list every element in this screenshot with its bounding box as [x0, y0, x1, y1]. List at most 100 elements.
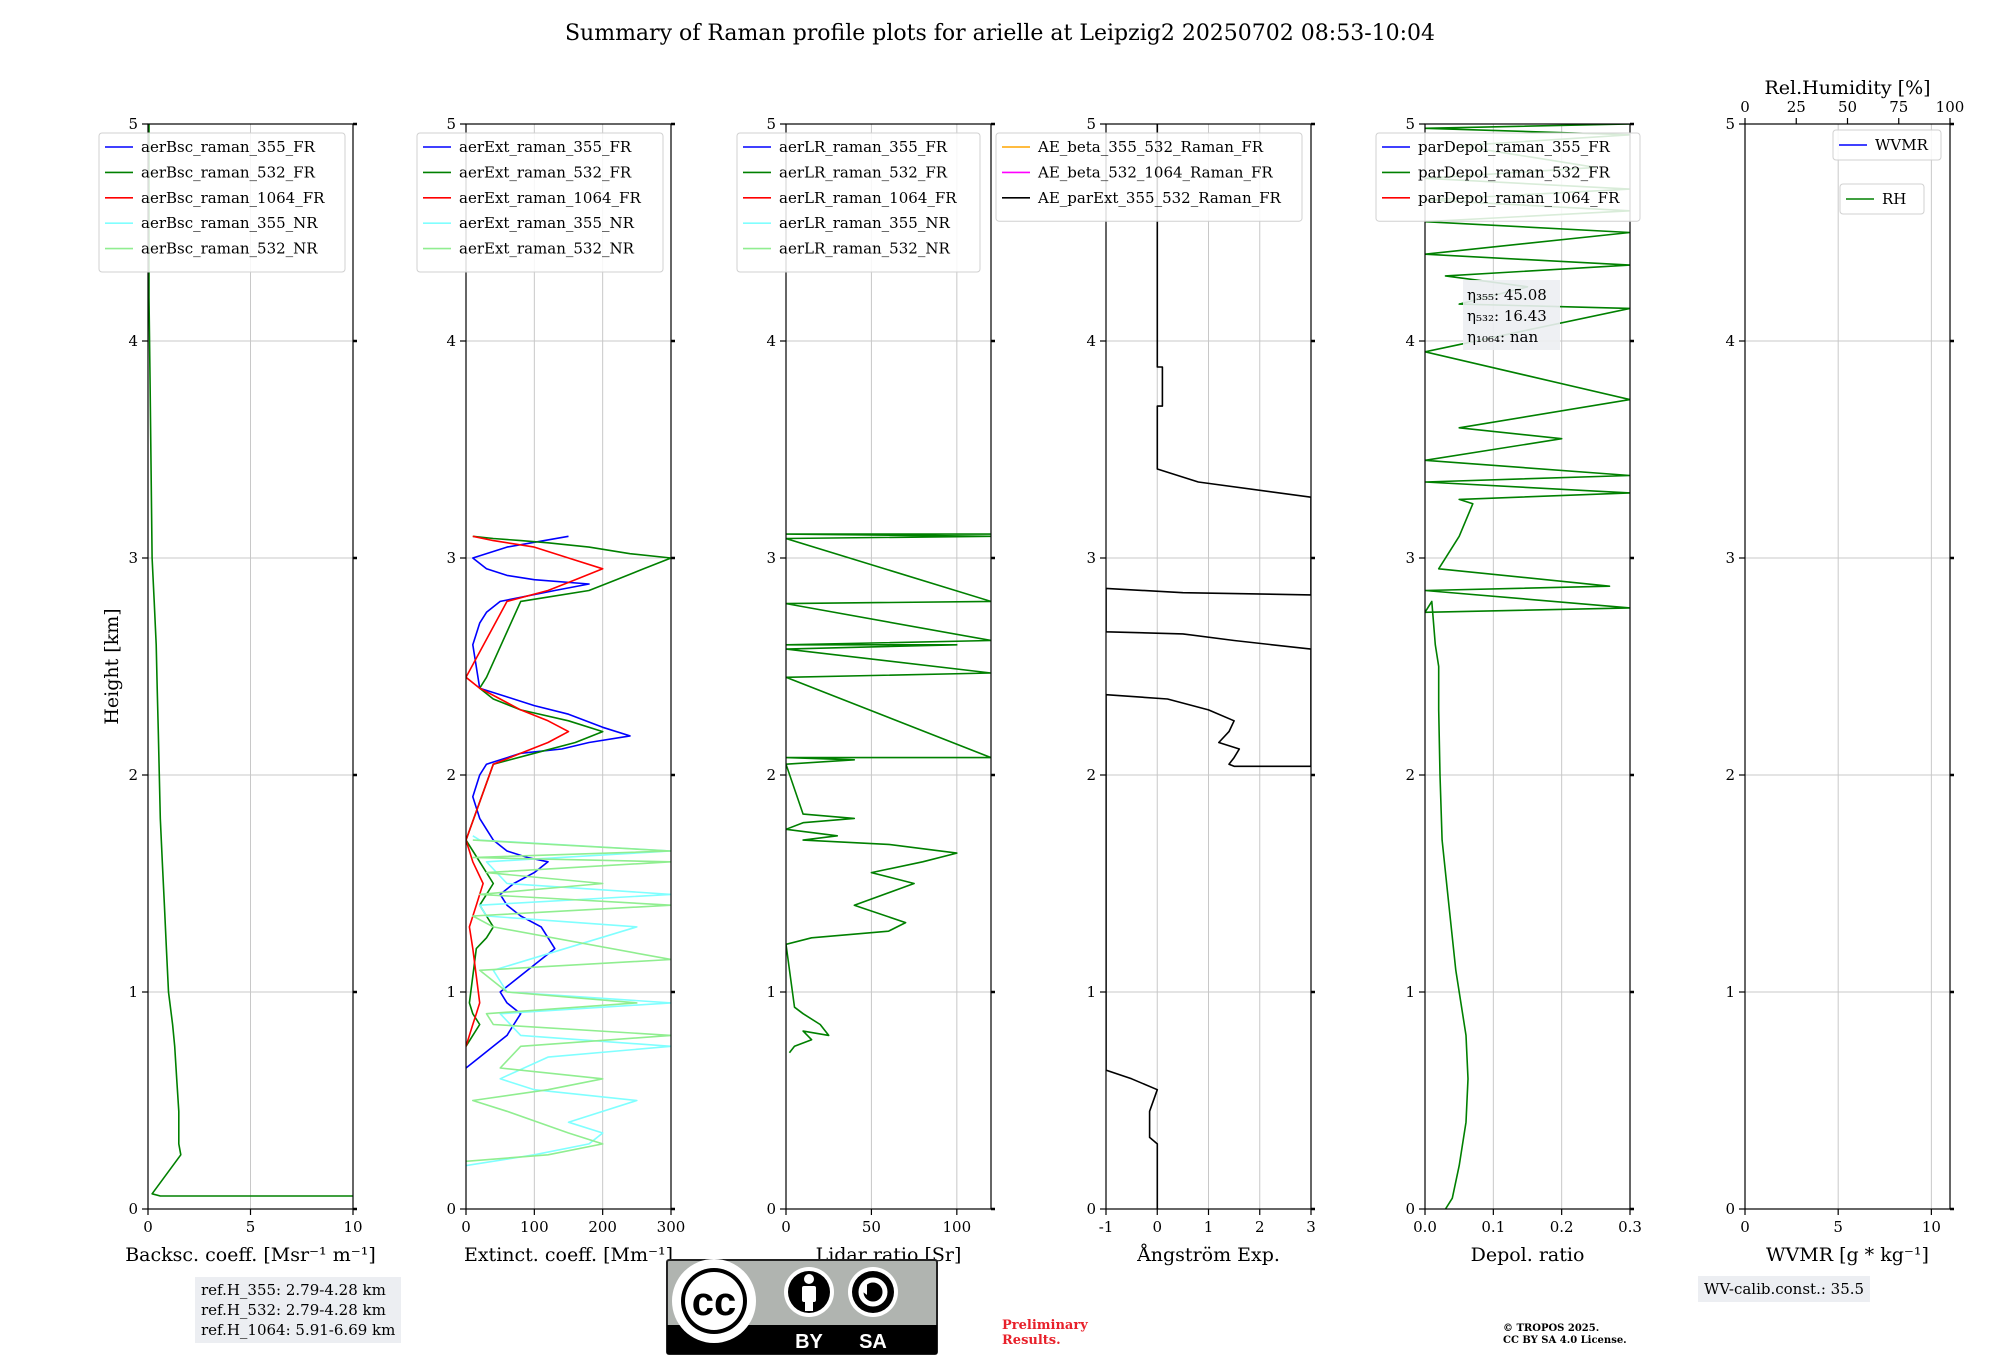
y-tick-label: 3	[1725, 549, 1735, 567]
legend-entry: aerLR_raman_355_FR	[779, 138, 948, 156]
y-axis-label: Height [km]	[101, 608, 123, 724]
copyright-line1: © TROPOS 2025.	[1503, 1323, 1600, 1334]
y-tick-label: 0	[446, 1200, 456, 1218]
y-tick-label: 5	[1405, 115, 1415, 133]
wv-calib-text: WV-calib.const.: 35.5	[1704, 1280, 1865, 1298]
legend-box	[736, 132, 981, 273]
cc-logo-text: cc	[692, 1280, 737, 1324]
legend-entry: AE_parExt_355_532_Raman_FR	[1037, 189, 1282, 207]
legend-box	[1832, 129, 1942, 161]
y-tick-label: 3	[1086, 549, 1096, 567]
series-line-2	[786, 533, 991, 1054]
series-group	[466, 535, 671, 1167]
legend-entry: parDepol_raman_1064_FR	[1418, 189, 1620, 207]
top-x-tick-label: 75	[1889, 98, 1908, 116]
legend-entry: aerBsc_raman_355_NR	[141, 214, 318, 232]
x-tick-label: -1	[1099, 1218, 1114, 1236]
legend-entry: aerExt_raman_355_NR	[459, 214, 635, 232]
y-tick-label: 2	[766, 766, 776, 784]
eta-annotation-box	[1463, 280, 1560, 350]
axes-frame	[1744, 123, 1951, 1210]
series-line-4	[466, 835, 671, 1167]
y-tick-label: 0	[766, 1200, 776, 1218]
legend-entry: AE_beta_355_532_Raman_FR	[1037, 138, 1264, 156]
legend-box	[98, 132, 346, 273]
cc-by-sa-logo: cc BY SA	[666, 1259, 938, 1355]
legend-entry: aerLR_raman_532_NR	[779, 240, 950, 258]
legend-box	[995, 132, 1303, 222]
legend-entry: parDepol_raman_355_FR	[1418, 138, 1611, 156]
x-tick-label: 0.1	[1481, 1218, 1505, 1236]
x-tick-label: 2	[1255, 1218, 1265, 1236]
x-tick-label: 300	[657, 1218, 686, 1236]
series-line-1	[466, 535, 631, 1069]
legend-entry: WVMR	[1875, 136, 1929, 154]
legend-box	[416, 132, 664, 273]
x-tick-label: 100	[520, 1218, 549, 1236]
x-tick-label: 0	[1740, 1218, 1750, 1236]
legend-entry: RH	[1882, 190, 1906, 208]
y-tick-label: 5	[1725, 115, 1735, 133]
x-tick-label: 0	[781, 1218, 791, 1236]
panel-5: 0 1 2 3 4 5 0.0 0.1 0.2 0.3 Depol. ratio parDepol_r…	[1375, 115, 1642, 1266]
legend-box	[1839, 183, 1925, 215]
x-tick-label: 10	[343, 1218, 362, 1236]
axes-frame	[785, 123, 992, 1210]
top-x-tick-label: 0	[1740, 98, 1750, 116]
y-tick-label: 0	[128, 1200, 138, 1218]
x-axis-label: Backsc. coeff. [Msr⁻¹ m⁻¹]	[125, 1244, 376, 1266]
y-tick-label: 5	[446, 115, 456, 133]
y-tick-label: 1	[1405, 983, 1415, 1001]
y-tick-label: 4	[128, 332, 138, 350]
legend-entry: AE_beta_532_1064_Raman_FR	[1037, 163, 1273, 181]
top-x-axis-label: Rel.Humidity [%]	[1764, 77, 1930, 99]
preliminary-line2: Results.	[1002, 1333, 1061, 1348]
x-tick-label: 0.3	[1618, 1218, 1642, 1236]
y-tick-label: 1	[1725, 983, 1735, 1001]
x-tick-label: 0	[461, 1218, 471, 1236]
legend-entry: aerLR_raman_1064_FR	[779, 189, 957, 207]
x-axis-label: WVMR [g * kg⁻¹]	[1766, 1244, 1929, 1266]
x-tick-label: 0	[143, 1218, 153, 1236]
legend-entry: aerLR_raman_355_NR	[779, 214, 950, 232]
axes-frame	[465, 123, 672, 1210]
sa-label: SA	[859, 1331, 887, 1353]
y-tick-label: 2	[1086, 766, 1096, 784]
y-tick-label: 2	[128, 766, 138, 784]
x-tick-label: 1	[1204, 1218, 1214, 1236]
y-tick-label: 3	[446, 549, 456, 567]
y-tick-label: 4	[446, 332, 456, 350]
y-tick-label: 2	[1405, 766, 1415, 784]
x-axis-label: Ångström Exp.	[1136, 1244, 1280, 1266]
legend-entry: aerLR_raman_532_FR	[779, 163, 948, 181]
series-line-2	[466, 535, 671, 1047]
series-group	[148, 124, 353, 1197]
eta-annotation-1: η₃₅₅: 45.08	[1467, 286, 1547, 304]
legend-box	[1375, 132, 1641, 222]
copyright-note: © TROPOS 2025. CC BY SA 4.0 License.	[1503, 1323, 1627, 1347]
y-tick-label: 1	[1086, 983, 1096, 1001]
legend-entry: aerBsc_raman_532_FR	[141, 163, 316, 181]
y-tick-label: 2	[446, 766, 456, 784]
y-tick-label: 4	[1086, 332, 1096, 350]
x-tick-label: 0.0	[1413, 1218, 1437, 1236]
x-tick-label: 50	[862, 1218, 881, 1236]
refh-532: ref.H_532: 2.79-4.28 km	[201, 1301, 386, 1319]
y-tick-label: 2	[1725, 766, 1735, 784]
legend-entry: parDepol_raman_532_FR	[1418, 163, 1611, 181]
axes-frame	[1424, 123, 1631, 1210]
figure-title: Summary of Raman profile plots for ariel…	[565, 21, 1435, 46]
y-tick-label: 1	[766, 983, 776, 1001]
series-group	[786, 533, 991, 1054]
series-group	[1106, 124, 1311, 1209]
x-tick-label: 5	[1833, 1218, 1843, 1236]
y-tick-label: 4	[766, 332, 776, 350]
top-x-tick-label: 50	[1838, 98, 1857, 116]
y-tick-label: 0	[1405, 1200, 1415, 1218]
x-axis-label: Depol. ratio	[1471, 1244, 1585, 1266]
top-x-tick-label: 100	[1936, 98, 1965, 116]
legend-entry: aerBsc_raman_355_FR	[141, 138, 316, 156]
wv-calib-box: WV-calib.const.: 35.5	[1698, 1276, 1871, 1302]
reference-height-box: ref.H_355: 2.79-4.28 km ref.H_532: 2.79-…	[195, 1277, 402, 1343]
